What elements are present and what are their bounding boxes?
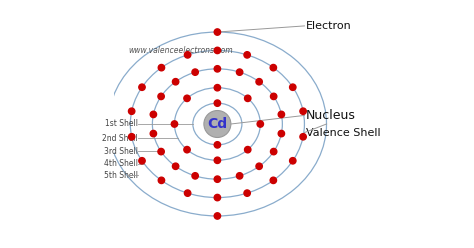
Circle shape bbox=[139, 157, 145, 164]
Circle shape bbox=[300, 108, 306, 114]
Circle shape bbox=[214, 66, 220, 72]
Circle shape bbox=[214, 85, 220, 91]
Circle shape bbox=[300, 134, 306, 140]
Text: Nucleus: Nucleus bbox=[306, 109, 356, 122]
Text: 4th Shell: 4th Shell bbox=[104, 159, 137, 168]
Circle shape bbox=[171, 121, 178, 127]
Circle shape bbox=[192, 69, 198, 75]
Circle shape bbox=[173, 163, 179, 169]
Circle shape bbox=[244, 190, 250, 196]
Circle shape bbox=[158, 177, 164, 184]
Circle shape bbox=[158, 148, 164, 155]
Text: 5th Shell: 5th Shell bbox=[104, 171, 137, 180]
Circle shape bbox=[128, 134, 135, 140]
Circle shape bbox=[214, 157, 220, 163]
Text: Electron: Electron bbox=[306, 21, 351, 31]
Circle shape bbox=[257, 121, 264, 127]
Circle shape bbox=[270, 64, 276, 71]
Circle shape bbox=[214, 213, 220, 219]
Circle shape bbox=[158, 93, 164, 100]
Text: 1st Shell: 1st Shell bbox=[105, 120, 137, 128]
Circle shape bbox=[150, 130, 156, 137]
Text: Cd: Cd bbox=[207, 117, 228, 131]
Circle shape bbox=[237, 69, 243, 75]
Circle shape bbox=[214, 176, 220, 182]
Circle shape bbox=[290, 157, 296, 164]
Circle shape bbox=[128, 108, 135, 114]
Circle shape bbox=[214, 100, 220, 106]
Circle shape bbox=[214, 142, 220, 148]
Circle shape bbox=[237, 173, 243, 179]
Circle shape bbox=[244, 52, 250, 58]
Circle shape bbox=[278, 130, 284, 137]
Circle shape bbox=[214, 194, 220, 201]
Text: www.valenceelectrons.com: www.valenceelectrons.com bbox=[128, 46, 233, 55]
Circle shape bbox=[256, 79, 262, 85]
Circle shape bbox=[173, 79, 179, 85]
Text: Valence Shell: Valence Shell bbox=[306, 127, 380, 138]
Circle shape bbox=[278, 111, 284, 118]
Circle shape bbox=[214, 47, 220, 54]
Circle shape bbox=[290, 84, 296, 91]
Circle shape bbox=[271, 148, 277, 155]
Circle shape bbox=[139, 84, 145, 91]
Circle shape bbox=[184, 52, 191, 58]
Circle shape bbox=[256, 163, 262, 169]
Circle shape bbox=[158, 64, 164, 71]
Circle shape bbox=[271, 93, 277, 100]
Circle shape bbox=[214, 29, 220, 35]
Circle shape bbox=[270, 177, 276, 184]
Circle shape bbox=[184, 190, 191, 196]
Circle shape bbox=[192, 173, 198, 179]
Ellipse shape bbox=[204, 111, 231, 137]
Circle shape bbox=[150, 111, 156, 118]
Text: 2nd Shell: 2nd Shell bbox=[102, 134, 137, 143]
Circle shape bbox=[245, 147, 251, 153]
Text: 3rd Shell: 3rd Shell bbox=[104, 147, 137, 156]
Circle shape bbox=[184, 95, 190, 101]
Circle shape bbox=[184, 147, 190, 153]
Circle shape bbox=[245, 95, 251, 101]
